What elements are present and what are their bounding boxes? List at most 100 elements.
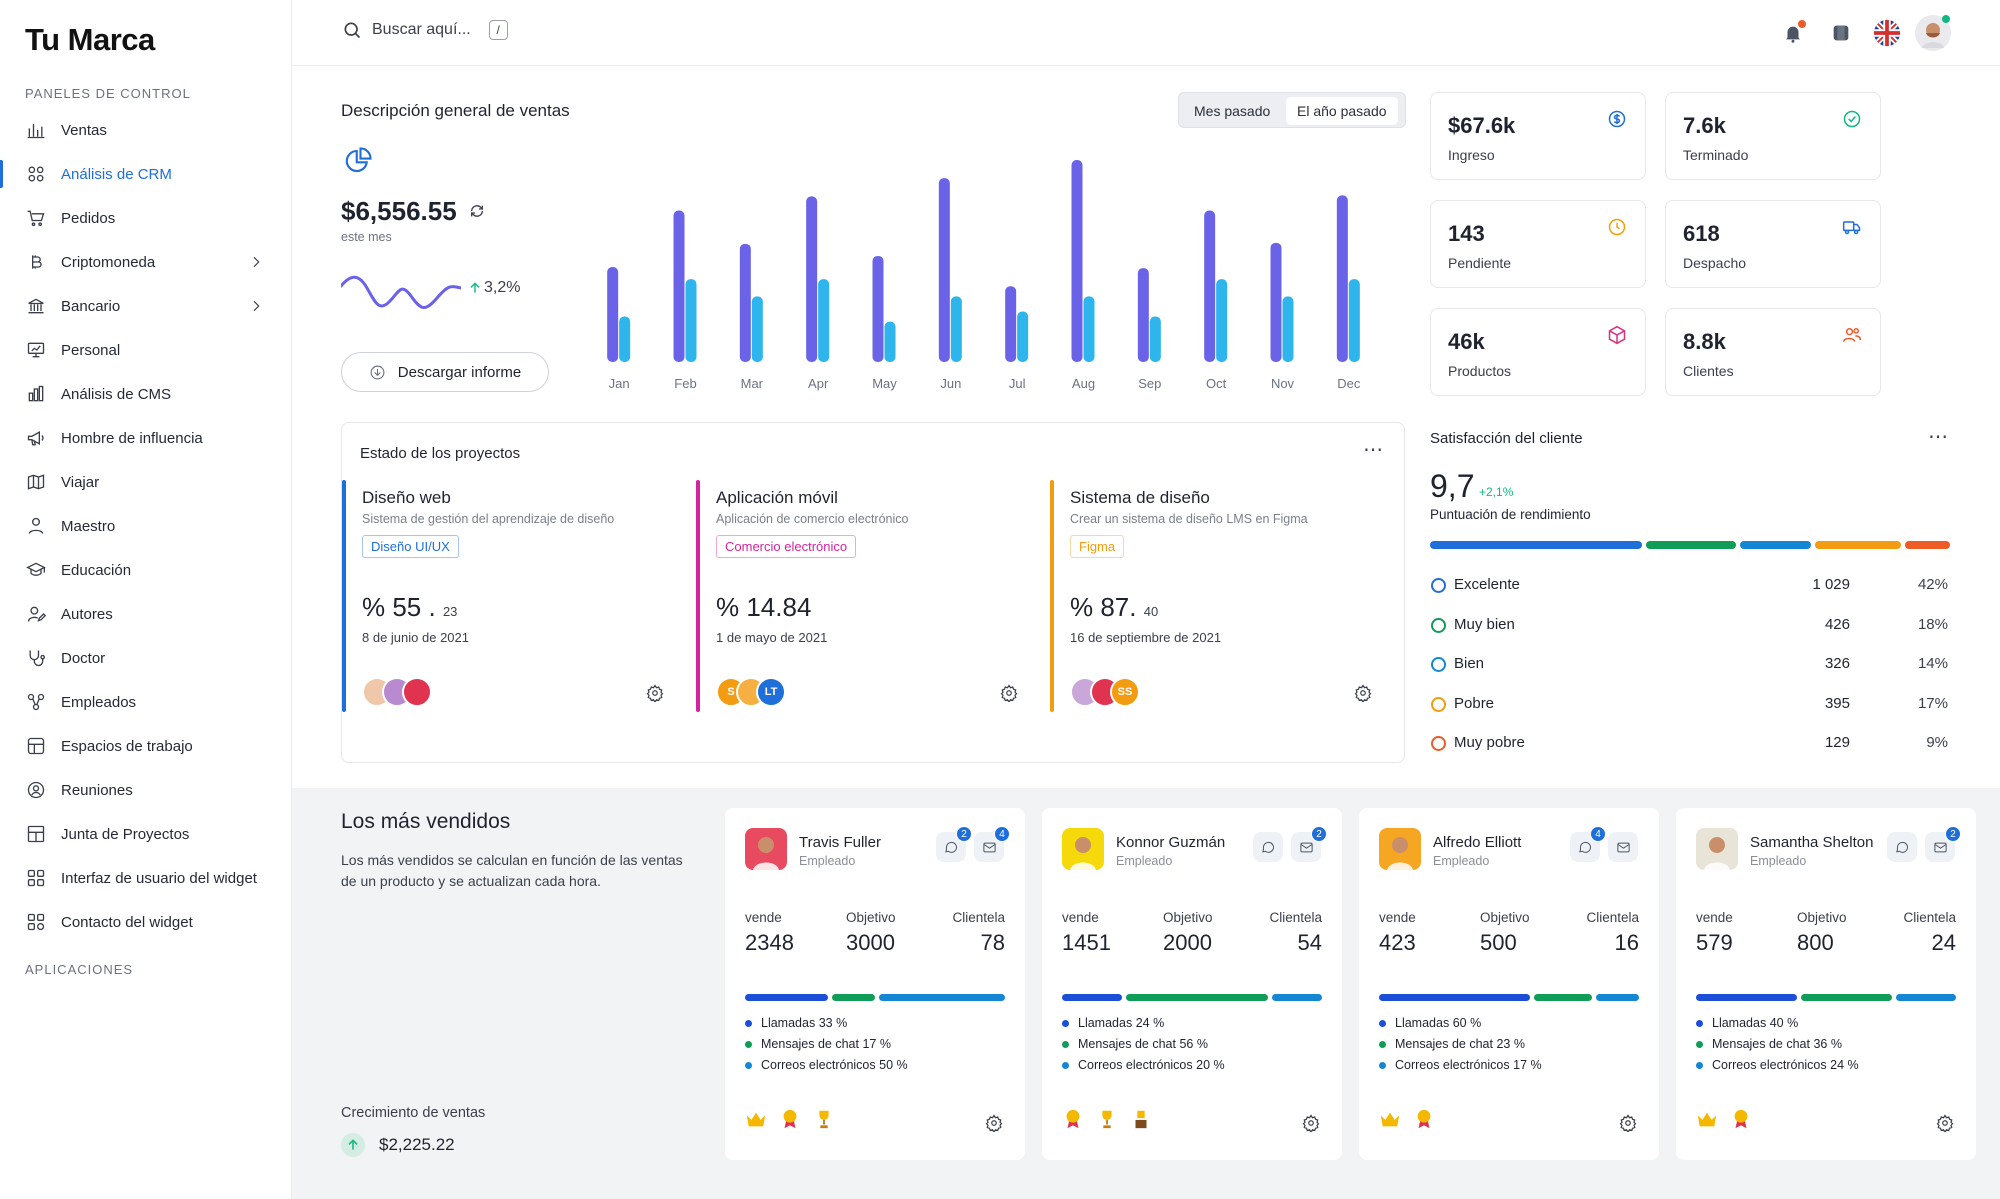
bar-dec-series-1[interactable] [1336,195,1348,362]
bar-feb-series-1[interactable] [673,210,685,363]
brand-logo[interactable]: Tu Marca [25,22,155,57]
sidebar-item-empleados[interactable]: Empleados [0,682,292,722]
project-tag[interactable]: Comercio electrónico [716,535,857,558]
bar-may-series-2[interactable] [884,321,896,362]
metric-label: Clientela [1586,910,1639,925]
project-member-avatar [402,677,432,707]
satisfaction-count: 395 [1824,694,1850,712]
mail-button[interactable]: 2 [1925,826,1961,862]
bar-jul-series-1[interactable] [1005,286,1017,362]
sidebar-item-viajar[interactable]: Viajar [0,462,292,502]
sidebar-item-junta-de-proyectos[interactable]: Junta de Proyectos [0,814,292,854]
mail-button[interactable]: 4 [974,826,1010,862]
sidebar-item-analisis-de-crm[interactable]: Análisis de CRM [0,154,292,194]
bar-nov-series-1[interactable] [1270,242,1282,362]
bar-feb-series-2[interactable] [685,279,697,362]
bestseller-card[interactable]: Alfredo Elliott Empleado 4 vende 423 Objetivo… [1359,808,1659,1160]
stat-card-pendiente[interactable]: 143 Pendiente [1430,200,1646,288]
bar-apr-series-1[interactable] [806,196,818,362]
mail-icon [982,842,996,852]
sidebar-item-maestro[interactable]: Maestro [0,506,292,546]
bar-aug-series-1[interactable] [1071,160,1083,362]
bar-oct-series-1[interactable] [1204,210,1216,363]
bestseller-card[interactable]: Samantha Shelton Empleado 2 vende 579 Objetiv… [1676,808,1976,1160]
sidebar-item-analisis-de-cms[interactable]: Análisis de CMS [0,374,292,414]
chat-button[interactable]: 2 [936,826,972,862]
bar-oct-series-2[interactable] [1216,279,1228,362]
chat-button[interactable] [1253,832,1283,862]
bar-jun-series-2[interactable] [950,296,962,362]
bar-nov-series-2[interactable] [1282,296,1294,362]
sidebar-item-educacion[interactable]: Educación [0,550,292,590]
sidebar-item-autores[interactable]: Autores [0,594,292,634]
bar-jun-series-1[interactable] [938,178,950,362]
bar-dec-series-2[interactable] [1348,279,1360,362]
sidebar-item-contacto-del-widget[interactable]: Contacto del widget [0,902,292,942]
notifications-button[interactable] [1780,20,1806,46]
bar-jan-series-1[interactable] [607,267,619,362]
search-bar[interactable]: Buscar aquí... / [342,20,508,40]
user-avatar[interactable] [1914,14,1952,52]
gear-icon[interactable] [1302,1114,1322,1134]
project-item[interactable]: Aplicación móvil Aplicación de comercio e… [696,480,1018,712]
chat-button[interactable]: 4 [1570,826,1606,862]
search-input[interactable]: Buscar aquí... [372,21,471,38]
bar-jul-series-2[interactable] [1017,311,1029,363]
bar-sep-series-2[interactable] [1149,316,1161,362]
stat-card-despacho[interactable]: 618 Despacho [1665,200,1881,288]
project-tag[interactable]: Diseño UI/UX [362,535,459,558]
sidebar-item-personal[interactable]: Personal [0,330,292,370]
sidebar-item-doctor[interactable]: Doctor [0,638,292,678]
satisfaction-more-icon[interactable]: ⋯ [1928,426,1948,448]
satisfaction-label: Muy pobre [1454,734,1525,751]
apps-button[interactable] [1828,20,1854,46]
bar-aug-series-2[interactable] [1083,296,1095,362]
sidebar: Tu Marca PANELES DE CONTROL Ventas Anális… [0,0,292,1199]
gear-icon[interactable] [646,684,666,704]
bar-sep-series-1[interactable] [1137,268,1149,362]
gear-icon[interactable] [1936,1114,1956,1134]
project-item[interactable]: Diseño web Sistema de gestión del aprendi… [342,480,664,712]
bar-mar-series-1[interactable] [739,243,751,362]
x-tick-label: Aug [1072,376,1095,391]
bestseller-card[interactable]: Konnor Guzmán Empleado 2 vende 1451 Objetivo 2… [1042,808,1342,1160]
sidebar-item-reuniones[interactable]: Reuniones [0,770,292,810]
period-last-year[interactable]: El año pasado [1286,97,1398,125]
sidebar-item-bancario[interactable]: Bancario [0,286,292,326]
project-tag[interactable]: Figma [1070,535,1125,558]
project-date: 16 de septiembre de 2021 [1070,630,1222,645]
period-last-month[interactable]: Mes pasado [1194,103,1271,119]
sidebar-item-ventas[interactable]: Ventas [0,110,292,150]
sidebar-item-hombre-de-influencia[interactable]: Hombre de influencia [0,418,292,458]
bar-jan-series-2[interactable] [619,316,631,362]
gear-icon[interactable] [1619,1114,1639,1134]
refresh-icon[interactable] [469,203,485,219]
stat-card-ingreso[interactable]: $67.6k Ingreso [1430,92,1646,180]
activity-calls: Llamadas 24 % [1062,1016,1164,1030]
mail-button[interactable]: 2 [1291,826,1327,862]
bar-mar-series-2[interactable] [751,296,763,362]
sidebar-item-criptomoneda[interactable]: Criptomoneda [0,242,292,282]
project-item[interactable]: Sistema de diseño Crear un sistema de dis… [1050,480,1372,712]
bestseller-card[interactable]: Travis Fuller Empleado 2 4 vende 2348 Objetivo… [725,808,1025,1160]
seller-avatar [745,828,787,870]
sidebar-item-espacios-de-trabajo[interactable]: Espacios de trabajo [0,726,292,766]
stat-card-productos[interactable]: 46k Productos [1430,308,1646,396]
gear-icon[interactable] [985,1114,1005,1134]
sidebar-item-pedidos[interactable]: Pedidos [0,198,292,238]
language-button[interactable] [1872,18,1902,48]
stat-card-terminado[interactable]: 7.6k Terminado [1665,92,1881,180]
gear-icon[interactable] [1354,684,1374,704]
download-report-button[interactable]: Descargar informe [341,352,549,392]
avatar-icon [1915,15,1951,51]
stat-card-clientes[interactable]: 8.8k Clientes [1665,308,1881,396]
gear-icon[interactable] [1000,684,1020,704]
bar-apr-series-2[interactable] [818,279,830,362]
mail-button[interactable] [1608,832,1638,862]
chat-button[interactable] [1887,832,1917,862]
sidebar-item-interfaz-de-usuario-del-widget[interactable]: Interfaz de usuario del widget [0,858,292,898]
chevron-right-icon [248,254,264,270]
bar-may-series-1[interactable] [872,255,884,362]
projects-more-icon[interactable]: ⋯ [1363,439,1384,461]
ring-icon [1431,736,1446,751]
